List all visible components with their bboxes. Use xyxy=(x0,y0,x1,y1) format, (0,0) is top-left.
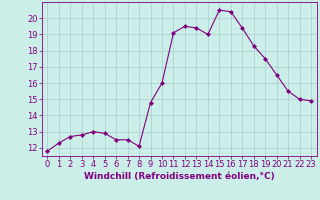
X-axis label: Windchill (Refroidissement éolien,°C): Windchill (Refroidissement éolien,°C) xyxy=(84,172,275,181)
